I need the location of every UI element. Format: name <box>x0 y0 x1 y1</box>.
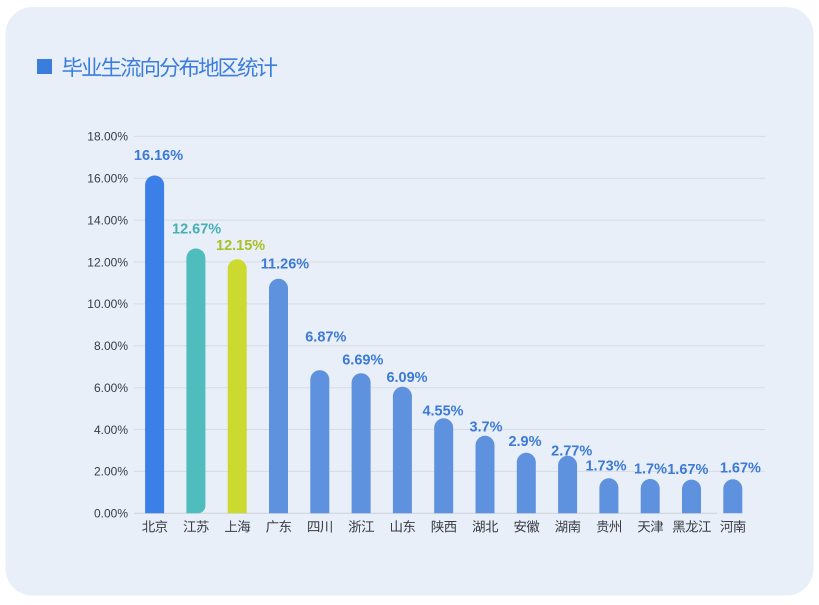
svg-text:0.00%: 0.00% <box>94 507 128 521</box>
svg-text:14.00%: 14.00% <box>87 213 128 227</box>
svg-text:4.00%: 4.00% <box>94 423 128 437</box>
svg-text:1.67%: 1.67% <box>667 462 708 478</box>
svg-text:1.7%: 1.7% <box>634 462 667 478</box>
svg-text:4.55%: 4.55% <box>422 404 463 420</box>
svg-text:16.16%: 16.16% <box>134 148 183 164</box>
svg-text:6.87%: 6.87% <box>305 329 346 345</box>
svg-text:12.15%: 12.15% <box>216 238 265 254</box>
svg-text:6.69%: 6.69% <box>342 353 383 369</box>
svg-text:11.26%: 11.26% <box>261 257 309 273</box>
svg-text:18.00%: 18.00% <box>87 130 128 144</box>
svg-text:8.00%: 8.00% <box>94 339 128 353</box>
svg-text:6.09%: 6.09% <box>386 370 427 386</box>
svg-text:2.77%: 2.77% <box>551 443 592 459</box>
svg-text:1.73%: 1.73% <box>585 458 626 474</box>
svg-text:12.00%: 12.00% <box>87 255 128 269</box>
svg-text:3.7%: 3.7% <box>469 419 502 435</box>
svg-text:10.00%: 10.00% <box>87 297 128 311</box>
svg-text:1.67%: 1.67% <box>720 460 761 476</box>
svg-text:6.00%: 6.00% <box>94 381 128 395</box>
svg-text:2.00%: 2.00% <box>94 465 128 479</box>
svg-text:12.67%: 12.67% <box>172 222 221 238</box>
svg-text:2.9%: 2.9% <box>508 434 541 450</box>
svg-text:16.00%: 16.00% <box>87 172 128 186</box>
